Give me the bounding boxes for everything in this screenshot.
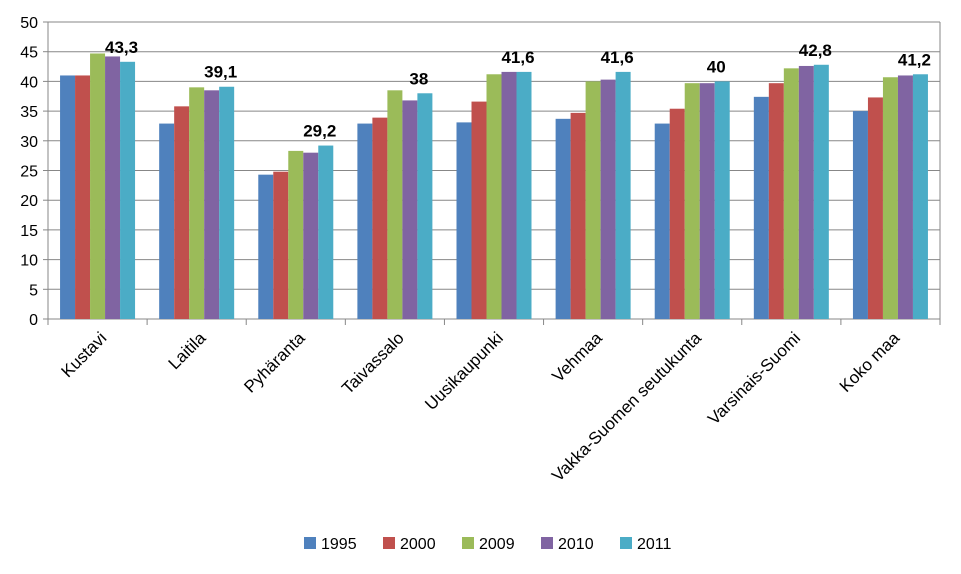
bar-2000-koko-maa (867, 97, 883, 319)
legend-label: 1995 (321, 536, 357, 553)
data-label: 40 (707, 57, 726, 76)
data-label: 39,1 (204, 63, 237, 82)
bar-1995-pyh-ranta (258, 174, 274, 319)
bar-2000-taivassalo (372, 117, 388, 319)
category-label: Taivassalo (338, 328, 408, 398)
bar-1995-vakka-suomen-seutukunta (654, 123, 670, 319)
y-tick-label: 50 (20, 15, 38, 32)
data-label: 41,6 (501, 48, 534, 67)
bar-2011-pyh-ranta (318, 145, 334, 319)
y-tick-label: 30 (20, 134, 38, 151)
bar-2011-koko-maa (912, 74, 928, 319)
bar-1995-vehmaa (555, 118, 571, 320)
bar-2009-taivassalo (387, 90, 403, 319)
y-tick-label: 20 (20, 193, 38, 210)
bar-2000-pyh-ranta (273, 171, 289, 319)
bar-1995-taivassalo (357, 123, 373, 319)
bar-2000-varsinais-suomi (768, 83, 784, 319)
bar-2010-kustavi (105, 56, 121, 320)
bar-2010-koko-maa (897, 75, 913, 320)
bar-1995-koko-maa (852, 111, 868, 319)
bar-2010-varsinais-suomi (798, 65, 814, 320)
data-label: 43,3 (105, 38, 138, 57)
bar-2009-kustavi (90, 53, 106, 320)
y-tick-label: 15 (20, 223, 38, 240)
bar-2000-kustavi (75, 75, 91, 320)
bar-2011-taivassalo (417, 93, 433, 319)
legend-label: 2000 (400, 536, 436, 553)
bar-2010-vehmaa (600, 79, 616, 319)
bar-2010-pyh-ranta (303, 152, 319, 319)
y-tick-label: 25 (20, 164, 38, 181)
bar-2011-laitila (219, 86, 235, 319)
category-label: Pyhäranta (240, 328, 309, 397)
bar-2009-varsinais-suomi (783, 68, 799, 319)
bar-2009-uusikaupunki (486, 74, 502, 319)
category-label: Kustavi (58, 328, 111, 381)
y-tick-label: 0 (29, 312, 38, 329)
bar-2010-uusikaupunki (501, 71, 517, 319)
legend-swatch-2000 (383, 537, 395, 549)
y-tick-label: 35 (20, 104, 38, 121)
bar-2010-taivassalo (402, 100, 418, 320)
legend-label: 2010 (558, 536, 594, 553)
data-label: 38 (409, 69, 428, 88)
category-label: Vehmaa (548, 328, 606, 386)
bar-1995-kustavi (60, 75, 76, 320)
legend-swatch-1995 (304, 537, 316, 549)
bar-2000-laitila (174, 106, 190, 320)
bar-2009-koko-maa (882, 77, 898, 319)
bar-1995-varsinais-suomi (753, 96, 769, 320)
bar-2010-vakka-suomen-seutukunta (699, 83, 715, 319)
bar-2011-vakka-suomen-seutukunta (714, 81, 730, 320)
category-label: Koko maa (836, 328, 904, 396)
data-label: 41,6 (601, 48, 634, 67)
category-label: Uusikaupunki (421, 328, 507, 414)
legend-swatch-2009 (462, 537, 474, 549)
y-tick-label: 10 (20, 253, 38, 270)
data-label: 29,2 (303, 122, 336, 141)
bar-2011-uusikaupunki (516, 71, 532, 319)
bar-2000-vehmaa (570, 112, 586, 320)
legend-label: 2011 (637, 536, 672, 553)
bar-2011-kustavi (120, 61, 136, 319)
legend-swatch-2010 (541, 537, 553, 549)
bar-1995-laitila (159, 123, 175, 319)
bar-2010-laitila (204, 90, 220, 319)
y-tick-label: 45 (20, 45, 38, 62)
category-label: Laitila (165, 328, 210, 373)
bar-2009-vakka-suomen-seutukunta (684, 83, 700, 319)
legend-swatch-2011 (620, 537, 632, 549)
bar-2011-varsinais-suomi (813, 64, 829, 319)
bar-2000-uusikaupunki (471, 101, 487, 319)
data-label: 41,2 (898, 50, 931, 69)
y-tick-label: 40 (20, 74, 38, 91)
legend-label: 2009 (479, 536, 515, 553)
bar-1995-uusikaupunki (456, 122, 472, 319)
y-tick-label: 5 (29, 282, 38, 299)
data-label: 42,8 (799, 41, 832, 60)
category-label: Varsinais-Suomi (704, 328, 804, 428)
bar-2009-laitila (189, 87, 205, 319)
bar-2009-vehmaa (585, 81, 601, 320)
bar-2011-vehmaa (615, 71, 631, 319)
bar-2000-vakka-suomen-seutukunta (669, 108, 685, 319)
bar-2009-pyh-ranta (288, 150, 304, 319)
